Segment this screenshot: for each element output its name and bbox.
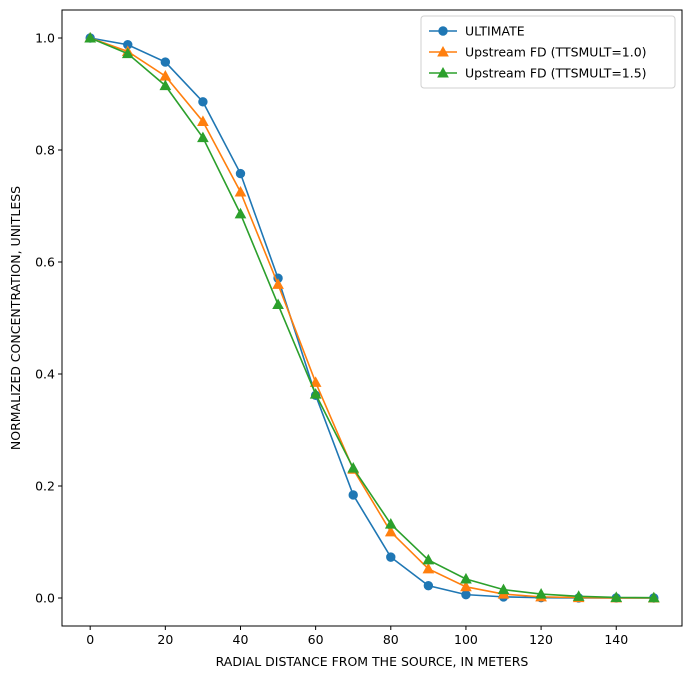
data-point — [272, 298, 284, 310]
data-point — [384, 518, 397, 529]
legend-marker — [438, 26, 448, 36]
data-point — [121, 47, 134, 59]
data-point — [647, 591, 660, 603]
data-point — [610, 591, 623, 602]
legend-marker — [437, 66, 449, 78]
series-line — [89, 37, 654, 599]
data-point — [159, 70, 172, 81]
legend-marker — [437, 45, 449, 57]
series-3 — [84, 31, 660, 603]
data-point — [535, 588, 547, 599]
data-point — [198, 97, 208, 107]
x-tick-label: 0 — [86, 632, 94, 647]
x-tick-label: 60 — [308, 632, 324, 647]
x-tick-label: 80 — [383, 632, 399, 647]
data-point — [460, 580, 472, 592]
data-point — [422, 553, 435, 565]
data-point — [197, 131, 209, 143]
data-point — [347, 462, 360, 473]
x-tick-label: 20 — [157, 632, 173, 647]
legend-box — [420, 15, 676, 89]
series-1 — [85, 33, 659, 603]
x-tick-label: 120 — [529, 632, 553, 647]
data-point — [84, 31, 97, 43]
y-axis-ticks: 0.0 0.2 0.4 0.6 0.8 1.0 — [35, 31, 62, 606]
y-tick-label: 0.2 — [35, 479, 55, 494]
data-point — [235, 168, 246, 179]
data-point — [572, 590, 585, 601]
data-point — [497, 583, 510, 595]
series-layer — [84, 31, 660, 603]
data-point — [461, 589, 471, 600]
data-point — [197, 115, 209, 126]
data-point — [309, 376, 322, 387]
x-tick-label: 100 — [454, 632, 478, 647]
y-tick-label: 0.6 — [35, 255, 55, 270]
legend-entry: ULTIMATE — [429, 24, 525, 39]
y-tick-label: 0.8 — [35, 143, 55, 158]
data-point — [423, 580, 434, 591]
x-axis-ticks: 0 20 40 60 80 100 120 140 — [86, 626, 628, 647]
legend-label: Upstream FD (TTSMULT=1.0) — [465, 45, 647, 60]
data-point — [386, 552, 396, 562]
legend: ULTIMATE Upstream FD (TTSMULT=1.0) Upstrea… — [420, 15, 676, 89]
x-axis-label: RADIAL DISTANCE FROM THE SOURCE, IN METE… — [216, 654, 529, 669]
data-point — [422, 562, 435, 574]
data-point — [159, 79, 172, 91]
legend-label: Upstream FD (TTSMULT=1.5) — [465, 66, 647, 81]
data-point — [234, 185, 247, 197]
axes-frame — [61, 9, 683, 627]
data-point — [234, 207, 247, 219]
x-tick-label: 140 — [604, 632, 628, 647]
x-tick-label: 40 — [233, 632, 249, 647]
y-axis-label: NORMALIZED CONCENTRATION, UNITLESS — [8, 186, 23, 450]
series-line — [89, 37, 654, 599]
legend-label: ULTIMATE — [465, 24, 525, 39]
data-point — [348, 490, 358, 500]
y-tick-label: 0.0 — [35, 591, 55, 606]
legend-entry: Upstream FD (TTSMULT=1.5) — [429, 66, 647, 81]
series-2 — [84, 31, 660, 603]
data-point — [384, 525, 397, 537]
data-point — [272, 278, 284, 289]
series-line — [90, 37, 654, 599]
data-point — [309, 388, 322, 399]
data-point — [460, 572, 472, 584]
legend-entry: Upstream FD (TTSMULT=1.0) — [429, 45, 647, 60]
y-tick-label: 0.4 — [35, 367, 55, 382]
data-point — [160, 57, 171, 67]
y-tick-label: 1.0 — [35, 31, 55, 46]
